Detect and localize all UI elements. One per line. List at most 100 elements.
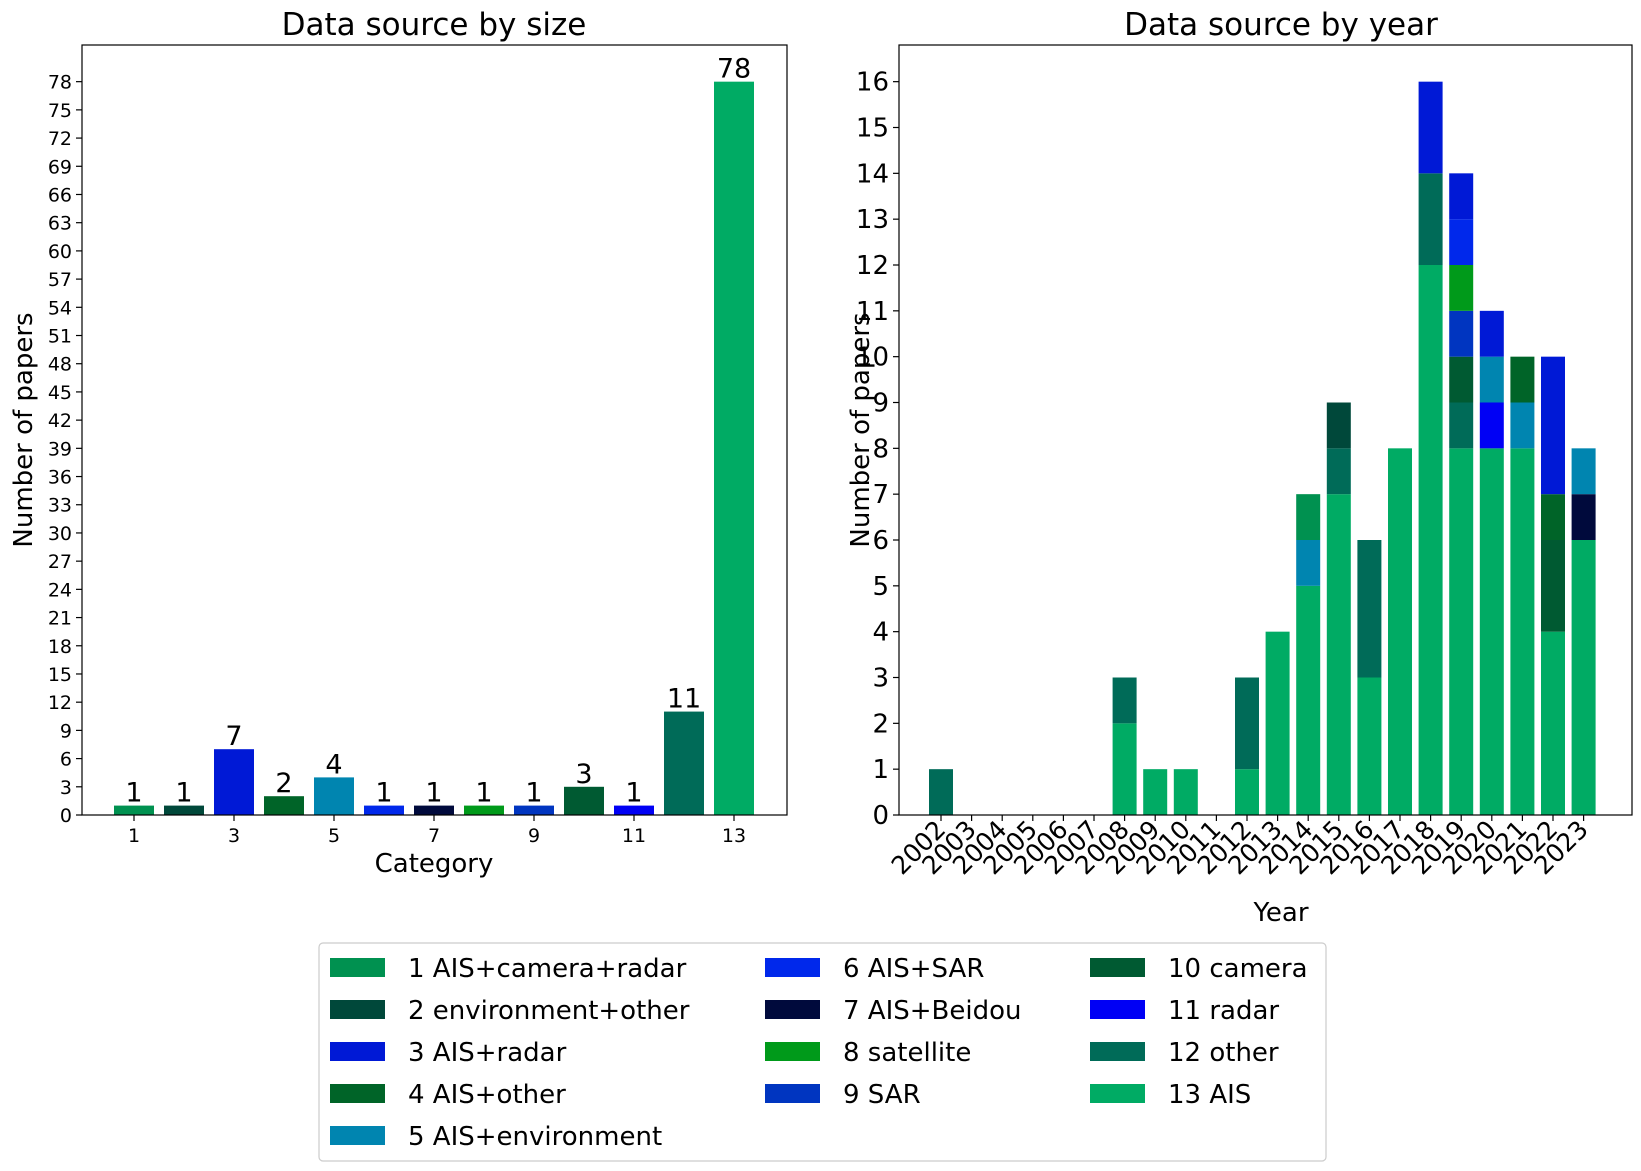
bar-segment-2020-radar xyxy=(1479,402,1504,449)
legend-item-AIS+other: 4 AIS+other xyxy=(330,1080,566,1110)
legend-item-AIS+camera+radar: 1 AIS+camera+radar xyxy=(330,954,687,984)
chart-size-title: Data source by size xyxy=(282,7,587,43)
y-tick-label: 0 xyxy=(872,801,889,831)
bar-category-11 xyxy=(614,805,654,815)
bar-value-label: 3 xyxy=(575,759,592,790)
bar-segment-2019-AIS+radar xyxy=(1449,173,1474,220)
y-tick-label: 9 xyxy=(872,389,889,419)
y-tick-label: 24 xyxy=(48,579,72,601)
x-tick-label: 3 xyxy=(228,825,240,847)
y-tick-label: 57 xyxy=(48,269,72,291)
legend-item-satellite: 8 satellite xyxy=(765,1038,971,1068)
x-tick-label: 5 xyxy=(328,825,340,847)
y-tick-label: 36 xyxy=(48,467,72,489)
x-tick-label: 13 xyxy=(722,825,746,847)
bar-value-label: 1 xyxy=(425,778,442,809)
y-tick-label: 4 xyxy=(872,618,889,648)
y-tick-label: 16 xyxy=(856,68,889,98)
bar-category-3 xyxy=(214,749,254,815)
legend-swatch xyxy=(330,1084,385,1103)
bar-value-label: 1 xyxy=(625,778,642,809)
bar-segment-2014-AIS+camera+radar xyxy=(1296,494,1321,540)
chart-year-frame xyxy=(898,44,1633,816)
bar-segment-2021-AIS xyxy=(1510,448,1535,815)
y-tick-label: 0 xyxy=(60,805,72,827)
bar-segment-2020-AIS+environment xyxy=(1479,356,1504,403)
y-tick-label: 66 xyxy=(48,184,72,206)
bar-segment-2013-AIS xyxy=(1265,631,1290,815)
bar-segment-2022-AIS+other xyxy=(1541,494,1565,540)
legend-item-other: 12 other xyxy=(1090,1038,1279,1068)
bar-segment-2022-AIS xyxy=(1541,631,1565,815)
y-tick-label: 5 xyxy=(872,572,889,602)
bar-category-8 xyxy=(464,805,504,815)
chart-size-frame xyxy=(81,44,788,816)
bar-value-label: 1 xyxy=(475,778,492,809)
legend-swatch xyxy=(1090,1000,1145,1019)
chart-year-title: Data source by year xyxy=(1124,7,1438,43)
bar-segment-2012-other xyxy=(1235,677,1259,770)
bar-segment-2020-AIS xyxy=(1479,448,1504,815)
bar-segment-2009-AIS xyxy=(1143,769,1168,815)
chart-size-bars xyxy=(114,81,754,815)
legend-swatch xyxy=(330,1126,385,1145)
bar-segment-2012-AIS xyxy=(1235,769,1259,815)
bar-value-label: 78 xyxy=(717,54,751,85)
y-tick-label: 6 xyxy=(872,526,889,556)
legend-item-AIS+radar: 3 AIS+radar xyxy=(330,1038,567,1068)
bar-segment-2022-camera xyxy=(1541,540,1565,632)
y-tick-label: 12 xyxy=(48,692,72,714)
bar-category-1 xyxy=(114,805,154,815)
y-tick-label: 63 xyxy=(48,213,72,235)
chart-size: Data source by size 03691215182124273033… xyxy=(9,7,788,879)
bar-value-label: 2 xyxy=(275,768,292,799)
bar-value-label: 7 xyxy=(225,721,242,752)
y-tick-label: 69 xyxy=(48,156,72,178)
bar-segment-2015-AIS xyxy=(1326,494,1351,815)
bar-segment-2010-AIS xyxy=(1173,769,1198,815)
bar-segment-2021-AIS+other xyxy=(1510,356,1535,403)
legend-label: 1 AIS+camera+radar xyxy=(408,954,687,984)
bar-category-4 xyxy=(264,796,304,815)
legend-swatch xyxy=(765,1084,820,1103)
legend-label: 9 SAR xyxy=(843,1080,921,1110)
bar-segment-2020-AIS+radar xyxy=(1479,310,1504,357)
bar-segment-2019-SAR xyxy=(1449,310,1474,357)
legend-item-radar: 11 radar xyxy=(1090,996,1279,1026)
bar-segment-2019-AIS+SAR xyxy=(1449,219,1474,265)
legend-frame xyxy=(318,942,1327,1162)
bar-category-12 xyxy=(664,711,704,815)
chart-size-y-label: Number of papers xyxy=(9,312,39,547)
bar-segment-2023-AIS xyxy=(1571,540,1596,815)
x-tick-label: 11 xyxy=(622,825,646,847)
y-tick-label: 15 xyxy=(856,114,889,144)
chart-year-bars xyxy=(929,81,1596,815)
y-tick-label: 6 xyxy=(60,749,72,771)
legend-label: 3 AIS+radar xyxy=(408,1038,567,1068)
chart-year-x-label: Year xyxy=(1252,898,1308,928)
legend-label: 5 AIS+environment xyxy=(408,1122,662,1152)
bar-segment-2018-AIS xyxy=(1418,265,1443,815)
y-tick-label: 30 xyxy=(48,523,72,545)
bar-segment-2022-AIS+radar xyxy=(1541,356,1565,495)
legend-item-environment+other: 2 environment+other xyxy=(330,996,690,1026)
legend-swatch xyxy=(1090,1042,1145,1061)
legend-label: 2 environment+other xyxy=(408,996,690,1026)
y-tick-label: 39 xyxy=(48,438,72,460)
bar-category-5 xyxy=(314,777,354,815)
y-tick-label: 11 xyxy=(856,297,889,327)
legend-label: 8 satellite xyxy=(843,1038,971,1068)
bar-segment-2019-other xyxy=(1449,402,1474,449)
y-tick-label: 33 xyxy=(48,495,72,517)
y-tick-label: 7 xyxy=(872,480,889,510)
bar-segment-2002-other xyxy=(929,769,953,815)
y-tick-label: 3 xyxy=(60,777,72,799)
legend-label: 12 other xyxy=(1168,1038,1279,1068)
y-tick-label: 13 xyxy=(856,205,889,235)
y-tick-label: 1 xyxy=(872,755,889,785)
bar-segment-2019-AIS xyxy=(1449,448,1474,815)
legend-swatch xyxy=(1090,1084,1145,1103)
y-tick-label: 42 xyxy=(48,410,72,432)
y-tick-label: 18 xyxy=(48,636,72,658)
